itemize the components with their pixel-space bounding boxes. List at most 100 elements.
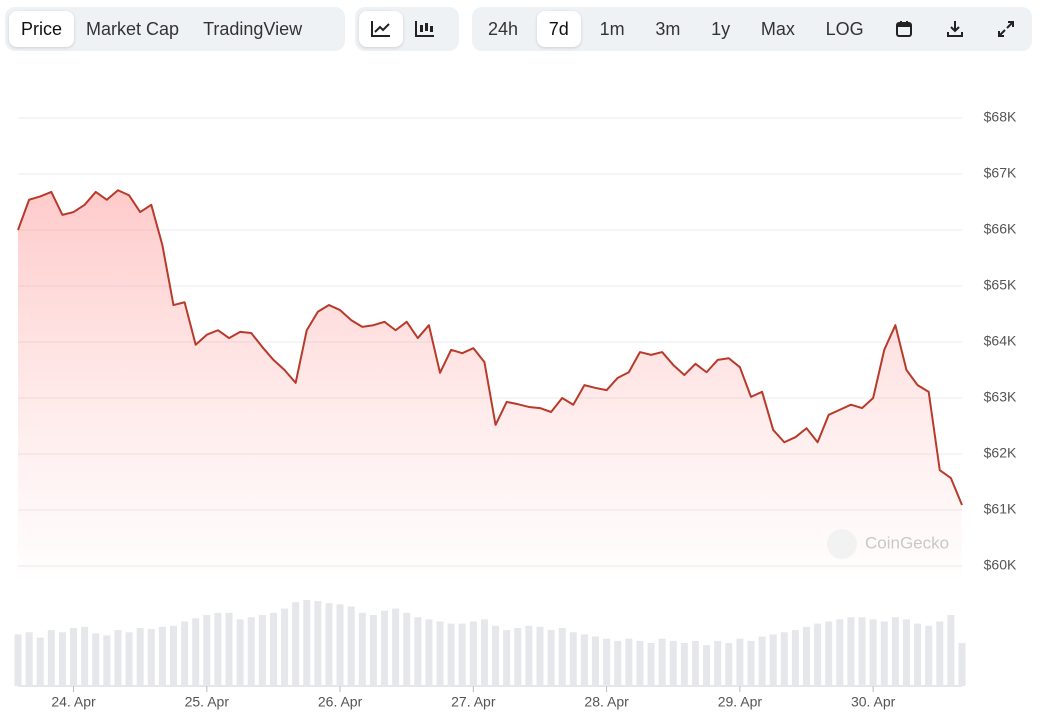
x-tick-label: 30. Apr — [851, 694, 896, 710]
volume-bar — [725, 643, 733, 686]
volume-bar — [214, 612, 222, 686]
y-tick-label: $63K — [984, 389, 1017, 405]
volume-bar — [36, 637, 44, 686]
volume-bar — [225, 612, 233, 686]
volume-bar — [847, 617, 855, 686]
volume-bar — [392, 608, 400, 686]
tab[interactable]: Max — [760, 18, 795, 39]
volume-bar — [169, 625, 177, 686]
watermark-logo — [827, 529, 857, 559]
line-icon[interactable] — [359, 11, 403, 47]
volume-bar — [458, 623, 466, 686]
volume-bar — [514, 627, 522, 686]
y-tick-label: $61K — [984, 501, 1017, 517]
tab[interactable]: 1m — [599, 18, 625, 39]
volume — [14, 600, 966, 686]
volume-bar — [714, 640, 722, 686]
icon — [415, 21, 434, 37]
tab[interactable]: LOG — [825, 18, 864, 39]
volume-bar — [947, 615, 955, 686]
plot — [17, 189, 963, 581]
volume-bar — [469, 621, 477, 686]
volume-bar — [914, 623, 922, 686]
volume-bar — [736, 638, 744, 686]
volume-bar — [303, 600, 311, 686]
y-tick-label: $67K — [984, 165, 1017, 181]
icon — [896, 21, 913, 37]
volume-bar — [369, 615, 377, 686]
volume-bar — [603, 638, 611, 686]
volume-bar — [703, 645, 711, 686]
y-tick-label: $64K — [984, 333, 1017, 349]
volume-bar — [758, 636, 766, 686]
volume-bar — [525, 625, 533, 686]
volume-bar — [358, 612, 366, 686]
volume-bar — [480, 619, 488, 686]
volume-bar — [425, 619, 433, 686]
volume-bar — [814, 623, 822, 686]
volume-bar — [414, 617, 422, 686]
x-tick-label: 24. Apr — [51, 694, 96, 710]
x-tick-label: 28. Apr — [584, 694, 629, 710]
icon — [947, 21, 964, 37]
y-tick-label: $66K — [984, 221, 1017, 237]
fullscreen-icon[interactable] — [984, 11, 1028, 47]
tab[interactable]: 1y — [711, 18, 731, 39]
volume-bar — [125, 632, 133, 686]
icon — [371, 21, 390, 37]
volume-bar — [281, 608, 289, 686]
volume-bar — [547, 630, 555, 686]
volume-bar — [614, 640, 622, 686]
y-tick-label: $60K — [984, 557, 1017, 573]
volume-bar — [925, 625, 933, 686]
volume-bar — [380, 610, 388, 686]
volume-bar — [347, 606, 355, 686]
volume-bar — [292, 602, 300, 686]
volume-bar — [580, 634, 588, 686]
volume-bar — [503, 630, 511, 686]
candle-icon[interactable] — [403, 11, 447, 47]
volume-bar — [181, 621, 189, 686]
volume-bar — [92, 633, 100, 686]
volume-bar — [536, 626, 544, 686]
volume-bar — [891, 617, 899, 686]
x-tick-label: 25. Apr — [185, 694, 230, 710]
volume-bar — [81, 626, 89, 686]
calendar-icon[interactable] — [882, 11, 926, 47]
volume-bar — [658, 638, 666, 686]
volume-bar — [836, 619, 844, 686]
volume-bar — [192, 618, 200, 686]
volume-bar — [25, 632, 33, 686]
tab[interactable]: 3m — [655, 18, 681, 39]
volume-bar — [158, 626, 166, 686]
tab[interactable]: Market Cap — [86, 18, 180, 39]
tab[interactable]: 24h — [488, 18, 519, 39]
volume-bar — [114, 630, 122, 686]
volume-bar — [669, 640, 677, 686]
volume-bar — [592, 636, 600, 686]
volume-bar — [647, 643, 655, 686]
icon — [997, 21, 1014, 37]
volume-bar — [103, 635, 111, 686]
volume-bar — [336, 604, 344, 686]
x-tick-label: 26. Apr — [318, 694, 363, 710]
volume-bar — [314, 601, 322, 686]
tab[interactable]: Price — [9, 11, 75, 47]
tab[interactable]: TradingView — [203, 18, 303, 39]
y-tick-label: $65K — [984, 277, 1017, 293]
x-tick-label: 27. Apr — [451, 694, 496, 710]
download-icon[interactable] — [933, 11, 977, 47]
volume-bar — [247, 617, 255, 686]
tab[interactable]: 7d — [536, 11, 581, 47]
y-tick-label: $62K — [984, 445, 1017, 461]
volume-bar — [569, 632, 577, 686]
volume-bar — [858, 617, 866, 686]
volume-bar — [58, 632, 66, 686]
price-line — [17, 189, 963, 506]
volume-bar — [436, 621, 444, 686]
chart-style-tabs — [355, 7, 459, 51]
volume-bar — [769, 634, 777, 686]
volume-bar — [747, 640, 755, 686]
